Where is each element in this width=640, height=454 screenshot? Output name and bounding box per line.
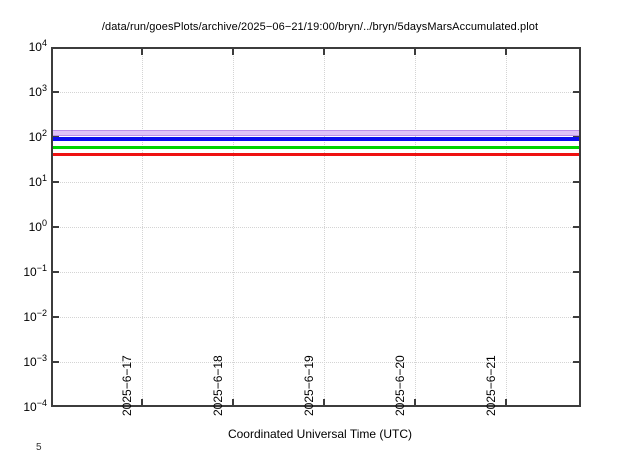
y-tick-exponent: 0 bbox=[41, 218, 47, 228]
y-gridline bbox=[53, 362, 579, 363]
y-tick-mark-left bbox=[53, 226, 59, 228]
y-tick-mark-left bbox=[53, 181, 59, 183]
y-tick-base: 10 bbox=[28, 85, 42, 99]
y-tick-label: 100 bbox=[6, 218, 47, 236]
plot-frame bbox=[51, 47, 581, 407]
x-gridline bbox=[142, 49, 143, 405]
y-tick-label: 10−4 bbox=[6, 398, 47, 416]
y-tick-base: 10 bbox=[23, 265, 37, 279]
x-gridline bbox=[324, 49, 325, 405]
x-tick-label: 2025−6−17 bbox=[120, 355, 134, 416]
y-tick-mark-left bbox=[53, 136, 59, 138]
y-tick-exponent: −4 bbox=[36, 398, 47, 408]
y-tick-mark-right bbox=[573, 91, 579, 93]
y-tick-base: 10 bbox=[23, 355, 37, 369]
y-tick-exponent: −1 bbox=[36, 263, 47, 273]
y-tick-mark-right bbox=[573, 181, 579, 183]
x-tick-mark-top bbox=[323, 49, 325, 55]
y-tick-exponent: −3 bbox=[36, 353, 47, 363]
x-tick-mark-bottom bbox=[505, 399, 507, 405]
y-tick-exponent: 2 bbox=[41, 128, 47, 138]
y-tick-base: 10 bbox=[28, 130, 42, 144]
x-axis-title: Coordinated Universal Time (UTC) bbox=[227, 427, 413, 441]
y-tick-base: 10 bbox=[28, 175, 42, 189]
y-tick-mark-right bbox=[573, 136, 579, 138]
x-tick-mark-bottom bbox=[232, 399, 234, 405]
y-gridline bbox=[53, 227, 579, 228]
y-tick-label: 104 bbox=[6, 38, 47, 56]
y-gridline bbox=[53, 317, 579, 318]
y-gridline bbox=[53, 182, 579, 183]
y-tick-mark-right bbox=[573, 271, 579, 273]
y-tick-mark-left bbox=[53, 91, 59, 93]
y-tick-label: 103 bbox=[6, 83, 47, 101]
series-line-violet bbox=[53, 129, 579, 136]
y-tick-exponent: −2 bbox=[36, 308, 47, 318]
x-gridline bbox=[506, 49, 507, 405]
y-tick-label: 10−1 bbox=[6, 263, 47, 281]
y-tick-exponent: 3 bbox=[41, 83, 47, 93]
y-tick-label: 10−3 bbox=[6, 353, 47, 371]
series-line-red bbox=[53, 152, 579, 156]
y-tick-base: 10 bbox=[28, 40, 42, 54]
x-gridline bbox=[415, 49, 416, 405]
y-tick-mark-left bbox=[53, 361, 59, 363]
y-tick-mark-left bbox=[53, 271, 59, 273]
y-tick-base: 10 bbox=[23, 400, 37, 414]
x-tick-label: 2025−6−19 bbox=[302, 355, 316, 416]
y-gridline bbox=[53, 92, 579, 93]
clipped-text-bottom-left: 5 bbox=[36, 442, 42, 453]
y-tick-base: 10 bbox=[23, 310, 37, 324]
y-axis-title: cSv bbox=[0, 218, 3, 239]
x-tick-mark-bottom bbox=[323, 399, 325, 405]
series-line-blue bbox=[53, 137, 579, 142]
y-tick-label: 101 bbox=[6, 173, 47, 191]
y-tick-exponent: 4 bbox=[41, 38, 47, 48]
y-tick-mark-right bbox=[573, 226, 579, 228]
y-gridline bbox=[53, 272, 579, 273]
x-tick-label: 2025−6−18 bbox=[211, 355, 225, 416]
x-tick-mark-bottom bbox=[414, 399, 416, 405]
x-tick-mark-bottom bbox=[141, 399, 143, 405]
y-tick-mark-right bbox=[573, 361, 579, 363]
y-tick-mark-right bbox=[573, 316, 579, 318]
plot-title: /data/run/goesPlots/archive/2025−06−21/1… bbox=[101, 21, 539, 33]
x-tick-label: 2025−6−21 bbox=[484, 355, 498, 416]
y-tick-label: 10−2 bbox=[6, 308, 47, 326]
series-line-green bbox=[53, 145, 579, 149]
y-tick-label: 102 bbox=[6, 128, 47, 146]
x-tick-mark-top bbox=[414, 49, 416, 55]
x-tick-mark-top bbox=[505, 49, 507, 55]
x-tick-label: 2025−6−20 bbox=[393, 355, 407, 416]
y-tick-base: 10 bbox=[28, 220, 42, 234]
x-tick-mark-top bbox=[141, 49, 143, 55]
y-tick-mark-left bbox=[53, 316, 59, 318]
x-gridline bbox=[233, 49, 234, 405]
x-tick-mark-top bbox=[232, 49, 234, 55]
y-tick-exponent: 1 bbox=[41, 173, 47, 183]
